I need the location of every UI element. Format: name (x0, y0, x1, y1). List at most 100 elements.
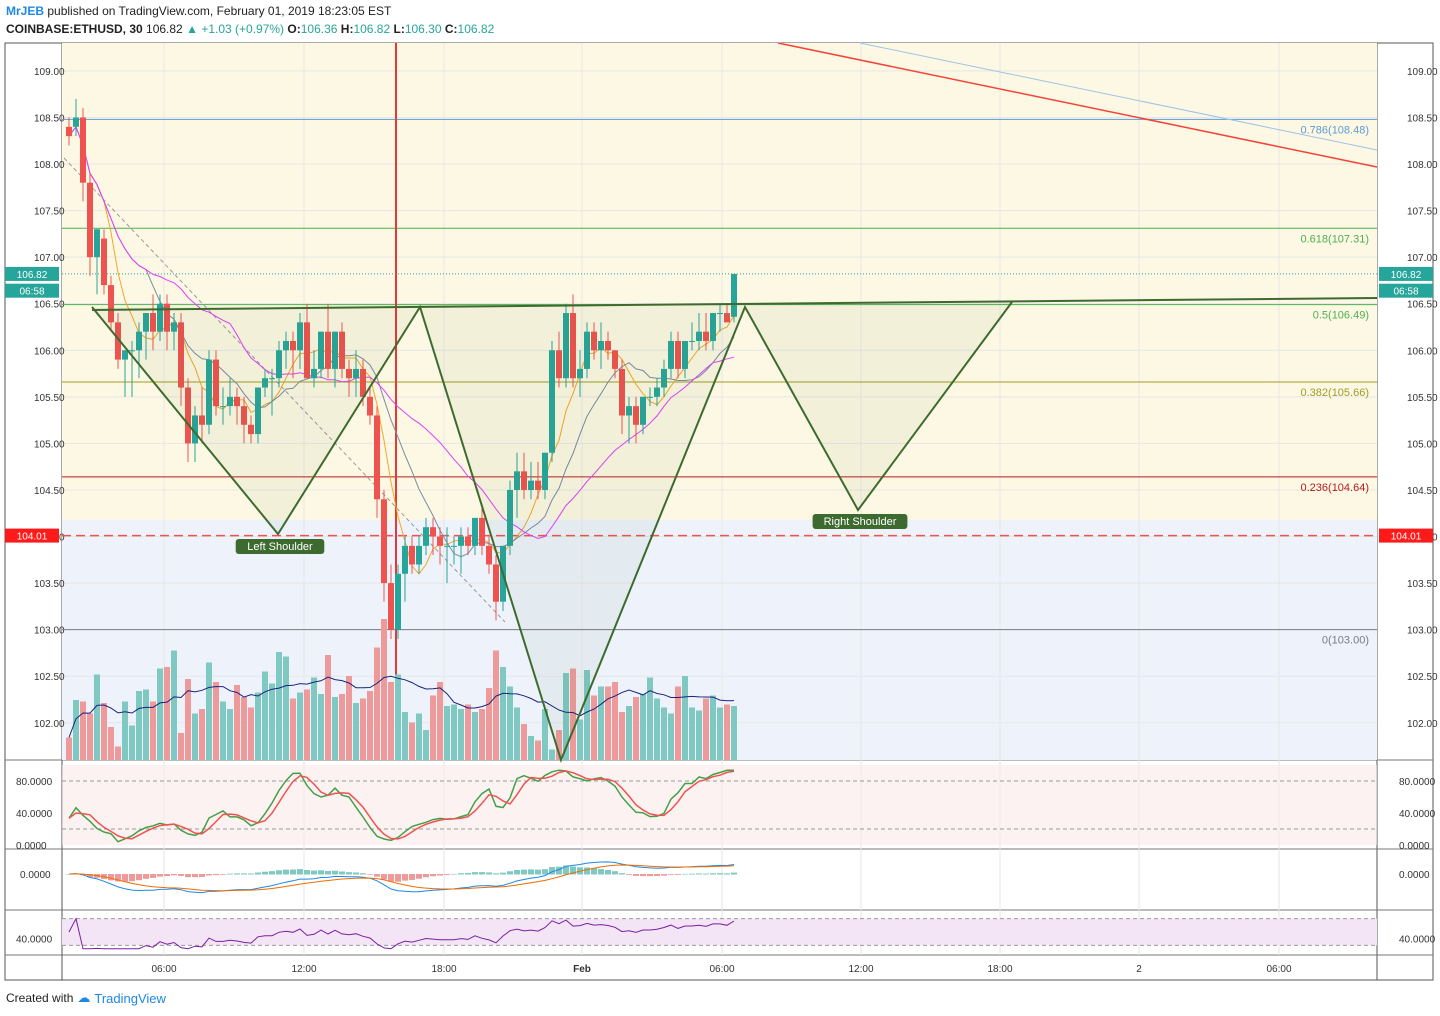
price-badge-left (5, 283, 59, 298)
right-shoulder-label-bg (812, 514, 908, 529)
macd-histogram-bar (598, 869, 604, 875)
volume-bar (143, 689, 149, 760)
macd-histogram-bar (283, 869, 289, 875)
volume-bar (500, 667, 506, 760)
volume-bar (255, 692, 261, 760)
macd-histogram-bar (528, 869, 534, 875)
macd-histogram-bar (682, 873, 688, 875)
candle-body (325, 331, 331, 369)
macd-histogram-bar (325, 870, 331, 875)
macd-histogram-bar (150, 874, 156, 878)
volume-bar (437, 682, 443, 760)
fib-label: 0(103.00) (1322, 635, 1369, 647)
candle-body (143, 313, 149, 332)
candle-body (717, 313, 723, 315)
candle-body (584, 331, 590, 369)
macd-histogram-bar (570, 866, 576, 875)
volume-bar (269, 683, 275, 760)
candle-body (388, 583, 394, 630)
symbol-label[interactable]: COINBASE:ETHUSD, 30 (6, 22, 143, 36)
candle-body (367, 396, 373, 416)
volume-bar (332, 697, 338, 760)
price-change: +1.03 (+0.97%) (201, 22, 285, 36)
candle-body (626, 406, 632, 416)
macd-histogram-bar (640, 874, 646, 877)
volume-bars (66, 619, 737, 760)
candle-body (171, 322, 177, 332)
candle-body (108, 285, 114, 323)
price-tick-left: 105.50 (34, 393, 65, 404)
candle-body (591, 331, 597, 351)
volume-bar (283, 656, 289, 760)
candle-body (703, 331, 709, 341)
macd-histogram-bar (626, 874, 632, 875)
volume-bar (633, 697, 639, 760)
candle-body (409, 545, 415, 565)
moving-average-line (68, 125, 735, 540)
macd-histogram-bar (157, 874, 163, 877)
candle-body (318, 331, 324, 369)
low-value: 106.30 (404, 22, 442, 36)
volume-bar (696, 710, 702, 760)
candle-body (339, 331, 345, 369)
candle-body (458, 536, 464, 546)
macd-histogram-bar (710, 873, 716, 875)
candle-body (101, 238, 107, 286)
macd-histogram-bar (437, 874, 443, 876)
macd-histogram-bar (255, 872, 261, 875)
price-tick-left: 103.00 (34, 626, 65, 637)
price-tick-right: 108.50 (1407, 113, 1438, 124)
trendline-blue (859, 42, 1378, 151)
volume-bar (647, 677, 653, 760)
volume-bar (563, 673, 569, 760)
candle-body (682, 340, 688, 369)
time-tick: 12:00 (291, 964, 316, 975)
volume-bar (325, 655, 331, 760)
volume-bar (486, 688, 492, 760)
time-tick: 06:00 (151, 964, 176, 975)
macd-histogram-bar (605, 869, 611, 875)
candle-body (423, 527, 429, 546)
volume-bar (94, 674, 100, 760)
macd-histogram-bar (339, 871, 345, 875)
volume-bar (402, 712, 408, 760)
volume-ma-line (68, 675, 735, 738)
macd-histogram-bar (129, 874, 135, 882)
volume-bar (444, 706, 450, 760)
volume-bar (192, 713, 198, 760)
candle-body (248, 424, 254, 435)
candle-body (514, 471, 520, 490)
macd-histogram-bar (514, 869, 520, 875)
time-tick: 06:00 (1266, 964, 1291, 975)
price-badge-right-text: 06:58 (1393, 287, 1418, 298)
candle-body (199, 415, 205, 425)
macd-histogram-bar (444, 874, 450, 875)
price-tick-left: 107.00 (34, 253, 65, 264)
fib-label: 0.236(104.64) (1301, 482, 1370, 494)
author-link[interactable]: MrJEB (6, 4, 45, 18)
volume-bar (570, 668, 576, 760)
volume-bar (521, 724, 527, 760)
price-badge-left-text: 06:58 (19, 287, 44, 298)
volume-bar (605, 686, 611, 760)
price-tick-right: 102.00 (1407, 719, 1438, 730)
fib-zone-upper (62, 43, 1377, 520)
macd-histogram-bar (402, 874, 408, 881)
price-tick-left: 107.50 (34, 207, 65, 218)
candle-body (493, 564, 499, 602)
candle-body (192, 415, 198, 444)
tradingview-brand[interactable]: TradingView (94, 990, 166, 1006)
volume-bar (514, 707, 520, 760)
rsi-tick-right: 40.0000 (1399, 935, 1436, 946)
volume-bar (451, 704, 457, 760)
pattern-zigzag (91, 301, 1013, 763)
created-with-text: Created with (6, 991, 74, 1005)
price-tick-right: 103.00 (1407, 626, 1438, 637)
macd-histogram-bar (248, 873, 254, 875)
volume-bar (654, 698, 660, 760)
candle-body (87, 182, 93, 258)
price-tick-right: 109.00 (1407, 67, 1438, 78)
price-tick-right: 108.00 (1407, 160, 1438, 171)
volume-bar (227, 709, 233, 760)
